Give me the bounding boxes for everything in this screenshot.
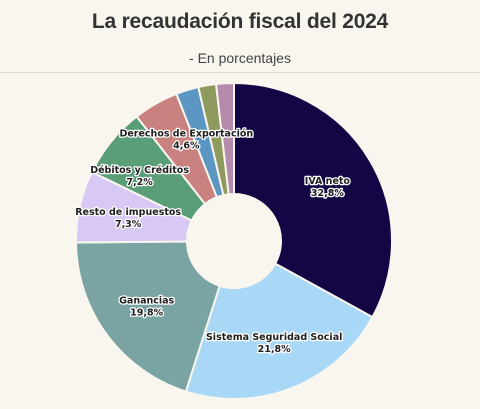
- slice-slice-9: [214, 81, 235, 196]
- label-derechos-de-exportacion: Derechos de Exportación: [119, 128, 253, 139]
- value-label-iva-neto: 32,8%: [311, 188, 344, 199]
- header-divider: [0, 72, 480, 73]
- value-label-debitos-y-creditos: 7,2%: [126, 177, 153, 188]
- label-iva-neto: IVA neto: [305, 176, 351, 187]
- value-label-ganancias: 19,8%: [130, 307, 163, 318]
- value-label-sistema-seguridad-social: 21,8%: [258, 344, 291, 355]
- label-ganancias: Ganancias: [119, 295, 174, 306]
- label-resto-de-impuestos: Resto de impuestos: [75, 207, 181, 218]
- slice-iva-neto: [233, 81, 393, 319]
- label-debitos-y-creditos: Débitos y Créditos: [90, 165, 189, 176]
- value-label-derechos-de-exportacion: 4,6%: [173, 140, 200, 151]
- slice-sistema-seguridad-social: [184, 262, 374, 400]
- slice-ganancias: [74, 240, 221, 393]
- chart-title: La recaudación fiscal del 2024: [91, 10, 389, 33]
- chart-subtitle: - En porcentajes: [189, 50, 291, 66]
- label-sistema-seguridad-social: Sistema Seguridad Social: [206, 332, 342, 343]
- value-label-resto-de-impuestos: 7,3%: [115, 219, 142, 230]
